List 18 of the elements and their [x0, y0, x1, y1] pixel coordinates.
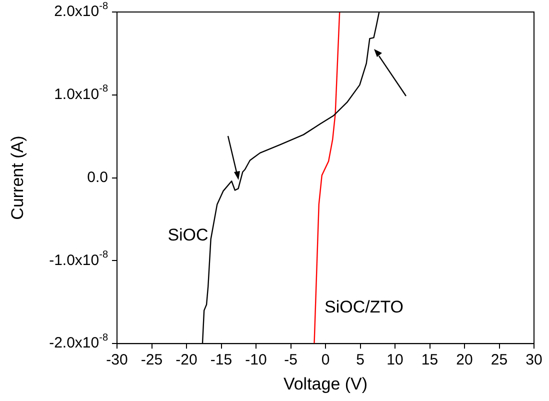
- x-tick-label: 5: [356, 352, 364, 369]
- x-tick-label: 10: [386, 352, 404, 369]
- y-axis-title: Current (A): [8, 136, 27, 220]
- x-tick-label: 20: [456, 352, 473, 369]
- x-tick-label: -20: [176, 352, 198, 369]
- x-tick-label: 15: [421, 352, 438, 369]
- x-tick-label: -5: [284, 352, 298, 369]
- x-tick-label: -15: [210, 352, 232, 369]
- x-tick-label: 25: [490, 352, 508, 369]
- x-tick-label: -30: [106, 352, 128, 369]
- series-label: SiOC: [168, 226, 208, 245]
- x-tick-label: -10: [245, 352, 267, 369]
- y-tick-label: 0.0: [87, 168, 108, 186]
- x-axis-title: Voltage (V): [283, 374, 368, 394]
- x-tick-label: -25: [140, 352, 163, 369]
- x-tick-label: 0: [321, 352, 330, 369]
- series-label: SiOC/ZTO: [324, 298, 404, 317]
- x-tick-label: 30: [526, 352, 542, 369]
